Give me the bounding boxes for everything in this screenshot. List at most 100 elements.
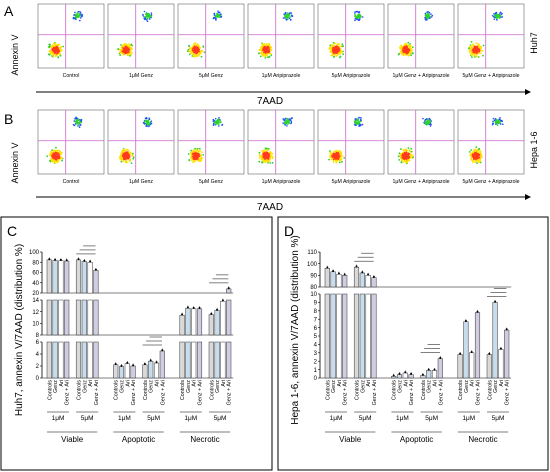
flow-dot <box>358 18 361 21</box>
flow-dot <box>143 121 145 124</box>
data-point <box>392 374 395 377</box>
bar <box>457 354 463 379</box>
flow-dot <box>499 15 502 17</box>
flow-dot <box>477 44 480 47</box>
flow-dot <box>124 158 127 160</box>
flow-dot <box>119 51 122 54</box>
flow-plot-label: 5μM Genz + Aripiprazole <box>462 179 519 185</box>
flow-dot <box>217 14 220 16</box>
flow-dot <box>124 52 127 55</box>
y-tick-label: 80 <box>32 260 39 266</box>
flow-dot <box>329 155 331 158</box>
flow-dot <box>128 48 131 51</box>
flow-dot <box>262 159 265 162</box>
flow-dot <box>360 120 362 123</box>
flow-dot <box>354 15 357 17</box>
flow-dot <box>265 147 267 150</box>
flow-dot <box>285 15 288 17</box>
flow-dot <box>186 50 189 53</box>
flow-dot <box>265 44 268 47</box>
data-point <box>343 273 346 276</box>
bar <box>75 259 82 294</box>
flow-dot <box>125 160 128 163</box>
panel-a-arrowhead-icon <box>525 89 531 95</box>
flow-dot <box>48 154 51 157</box>
flow-dot <box>405 157 408 160</box>
flow-dot <box>407 158 409 161</box>
flow-dot <box>216 16 218 19</box>
bar <box>148 360 154 379</box>
flow-dot <box>329 44 332 47</box>
flow-dot <box>122 48 125 50</box>
flow-dot <box>337 52 340 55</box>
flow-dot <box>332 155 335 157</box>
flow-dot <box>354 124 356 126</box>
flow-dot <box>354 18 357 20</box>
flow-dot <box>200 55 203 58</box>
flow-dot <box>55 45 58 48</box>
flow-dot <box>78 13 81 15</box>
flow-dot <box>398 152 401 155</box>
flow-dot <box>121 157 123 160</box>
flow-dot <box>400 157 402 160</box>
flow-dot <box>266 47 269 49</box>
flow-dot <box>398 159 401 161</box>
bar <box>130 365 136 379</box>
flow-dot <box>469 49 471 51</box>
bar <box>93 341 99 379</box>
category-label: Genz <box>149 380 155 393</box>
flow-dot <box>197 159 200 162</box>
flow-dot <box>46 155 49 158</box>
flow-dot <box>410 48 413 51</box>
flow-dot <box>121 152 123 155</box>
flow-dot <box>145 124 148 126</box>
flow-dot <box>60 49 62 51</box>
panel-letter-b: B <box>4 111 13 127</box>
y-tick-label: 6 <box>36 340 40 346</box>
category-label: Genz + Ari <box>131 380 137 405</box>
flow-dot <box>148 122 151 125</box>
flow-dot <box>500 16 502 19</box>
flow-dot <box>405 155 408 158</box>
flow-dot <box>400 48 403 51</box>
bar <box>46 299 52 336</box>
flow-dot <box>407 41 410 44</box>
flow-dot <box>58 52 61 55</box>
flow-dot <box>131 44 134 47</box>
data-point <box>210 312 213 315</box>
flow-dot <box>77 122 79 125</box>
flow-dot <box>405 152 408 155</box>
flow-dot <box>143 10 146 13</box>
y-tick-label: 7 <box>314 317 318 323</box>
category-label: Genz <box>215 380 221 393</box>
flow-dot <box>213 14 216 16</box>
flow-dot <box>188 53 191 56</box>
flow-dot <box>361 123 364 126</box>
data-point <box>181 313 184 316</box>
flow-dot <box>80 118 83 121</box>
flow-dot <box>143 17 145 19</box>
flow-dot <box>217 10 219 12</box>
flow-dot <box>267 52 269 55</box>
group-label: Apoptotic <box>122 435 155 444</box>
flow-dot <box>190 158 193 160</box>
flow-dot <box>190 151 192 154</box>
flow-dot <box>333 50 336 53</box>
category-label: Ari <box>192 380 198 387</box>
flow-plot-label: 5μM Aripiprazole <box>332 73 371 79</box>
category-label: Ari <box>155 380 161 387</box>
flow-dot <box>342 45 345 47</box>
flow-plot-label: 5μM Aripiprazole <box>332 179 371 185</box>
flow-dot <box>56 47 59 50</box>
flow-dot <box>202 46 205 48</box>
flow-dot <box>339 51 341 54</box>
flow-dot <box>424 16 426 19</box>
flow-dot <box>55 160 57 163</box>
flow-dot <box>199 149 202 152</box>
flow-dot <box>213 13 215 15</box>
flow-dot <box>150 15 152 18</box>
dose-label: 1μM <box>184 415 197 422</box>
flow-dot <box>129 158 131 161</box>
flow-dot <box>404 45 406 48</box>
flow-dot <box>356 123 358 125</box>
